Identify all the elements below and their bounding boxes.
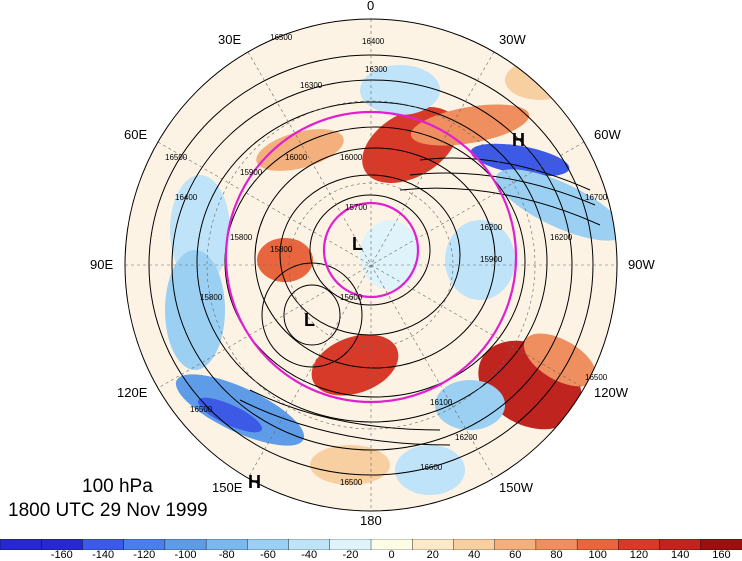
colorbar-label: -140	[92, 549, 115, 561]
contour-label: 16700	[585, 193, 608, 202]
low-center: L	[352, 234, 363, 254]
colorbar-label: -20	[342, 549, 359, 561]
colorbar-label: 20	[426, 549, 439, 561]
contour-label: 16400	[175, 193, 198, 202]
contour-label: 16600	[420, 463, 443, 472]
level-title: 100 hPa	[82, 476, 153, 497]
lon-label-0: 0	[367, 0, 375, 13]
contour-label: 16100	[430, 398, 453, 407]
colorbar-label: 80	[550, 549, 563, 561]
colorbar-label: -40	[301, 549, 318, 561]
contour-label: 16200	[455, 433, 478, 442]
lon-label-150w: 150W	[499, 480, 533, 495]
lon-label-60e: 60E	[124, 127, 148, 142]
contour-label: 16300	[365, 65, 388, 74]
colorbar-label: -120	[133, 549, 156, 561]
contour-label: 16500	[270, 33, 293, 42]
lon-label-30e: 30E	[218, 32, 242, 47]
reference-circles	[224, 110, 518, 404]
contour-label: 16500	[165, 153, 188, 162]
time-title: 1800 UTC 29 Nov 1999	[8, 500, 208, 521]
colorbar-label: 100	[588, 549, 607, 561]
contour-label: 15900	[240, 168, 263, 177]
colorbar-label: 40	[467, 549, 481, 561]
colorbar-label: -100	[174, 549, 197, 561]
graticule	[125, 19, 617, 511]
contour-label: 16500	[190, 405, 213, 414]
contour-label: 16000	[285, 153, 308, 162]
colorbar-label: 120	[629, 549, 649, 561]
lon-label-120w: 120W	[594, 385, 628, 400]
colorbar-label: 140	[671, 549, 690, 561]
colorbar-label: -60	[259, 549, 276, 561]
colorbar-label: 0	[388, 549, 395, 561]
contour-label: 16500	[340, 478, 363, 487]
contour-label: 15600	[340, 293, 363, 302]
colorbar-label: -160	[50, 549, 73, 561]
contour-label: 16200	[550, 233, 573, 242]
colorbar-label: -80	[218, 549, 235, 561]
lon-label-30w: 30W	[499, 32, 526, 47]
contour-label: 15800	[230, 233, 253, 242]
lon-label-60w: 60W	[594, 127, 621, 142]
contour-label: 16000	[340, 153, 363, 162]
lon-label-150e: 150E	[212, 480, 243, 495]
contour-label: 15800	[270, 245, 293, 254]
contour-label: 15900	[480, 255, 503, 264]
contour-label: 15700	[345, 203, 368, 212]
lon-label-90e: 90E	[90, 257, 114, 272]
lon-label-120e: 120E	[117, 385, 148, 400]
lon-label-90w: 90W	[628, 257, 655, 272]
contour-label: 16400	[362, 37, 385, 46]
contour-label: 15800	[200, 293, 223, 302]
high-center: H	[248, 472, 261, 492]
colorbar-bin	[0, 539, 42, 550]
colorbar-label: 160	[712, 549, 731, 561]
colorbar-bin	[700, 539, 742, 550]
colorbar	[0, 539, 742, 550]
colorbar-label: 60	[509, 549, 522, 561]
contour-label: 16500	[585, 373, 608, 382]
lon-label-180: 180	[360, 513, 382, 528]
contour-label: 16200	[480, 223, 503, 232]
low-center: L	[304, 310, 315, 330]
contour-label: 16300	[300, 81, 323, 90]
high-center: H	[512, 130, 525, 150]
